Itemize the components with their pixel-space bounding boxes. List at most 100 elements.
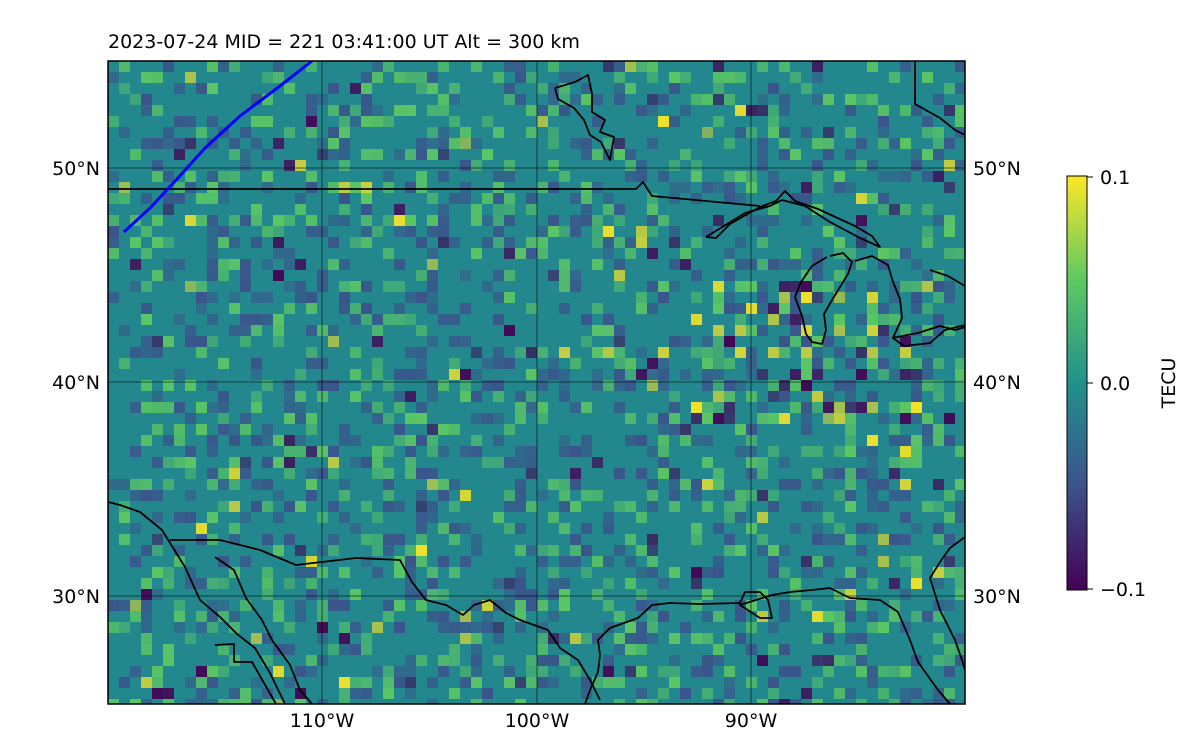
tec-pixel — [361, 534, 372, 545]
tec-pixel — [383, 468, 394, 479]
tec-pixel — [185, 578, 196, 589]
tec-pixel — [262, 655, 273, 666]
tec-pixel — [757, 545, 768, 556]
tec-pixel — [691, 567, 702, 578]
tec-pixel — [933, 633, 944, 644]
tec-pixel — [515, 589, 526, 600]
tec-pixel — [537, 644, 548, 655]
tec-pixel — [394, 369, 405, 380]
tec-pixel — [779, 149, 790, 160]
tec-pixel — [328, 215, 339, 226]
tec-pixel — [130, 259, 141, 270]
tec-pixel — [152, 589, 163, 600]
tec-pixel — [779, 94, 790, 105]
tec-pixel — [955, 105, 965, 116]
tec-pixel — [625, 237, 636, 248]
tec-pixel — [504, 171, 515, 182]
tec-pixel — [163, 479, 174, 490]
tec-pixel — [350, 589, 361, 600]
tec-pixel — [900, 413, 911, 424]
tec-pixel — [933, 688, 944, 699]
tec-pixel — [581, 314, 592, 325]
tec-pixel — [911, 281, 922, 292]
tec-pixel — [350, 391, 361, 402]
tec-pixel — [526, 127, 537, 138]
tec-pixel — [559, 281, 570, 292]
tec-pixel — [163, 457, 174, 468]
tec-pixel — [295, 204, 306, 215]
tec-pixel — [669, 666, 680, 677]
tec-pixel — [669, 402, 680, 413]
tec-pixel — [746, 182, 757, 193]
tec-pixel — [548, 215, 559, 226]
lake-huron-south — [891, 325, 965, 339]
tec-pixel — [691, 171, 702, 182]
tec-pixel — [185, 457, 196, 468]
tec-pixel — [614, 468, 625, 479]
tec-pixel — [207, 237, 218, 248]
tec-pixel — [504, 237, 515, 248]
tec-pixel — [218, 237, 229, 248]
tec-pixel — [878, 325, 889, 336]
tec-pixel — [141, 347, 152, 358]
tec-pixel — [548, 369, 559, 380]
tec-pixel — [603, 237, 614, 248]
tec-pixel — [724, 501, 735, 512]
tec-pixel — [559, 369, 570, 380]
tec-pixel — [812, 61, 823, 72]
tec-pixel — [383, 116, 394, 127]
tec-pixel — [493, 578, 504, 589]
tec-pixel — [658, 380, 669, 391]
tec-pixel — [702, 567, 713, 578]
tec-pixel — [746, 600, 757, 611]
tec-pixel — [185, 512, 196, 523]
tec-pixel — [614, 347, 625, 358]
tec-pixel — [768, 413, 779, 424]
tec-pixel — [416, 490, 427, 501]
tec-pixel — [174, 149, 185, 160]
tec-pixel — [273, 336, 284, 347]
tec-pixel — [735, 259, 746, 270]
tec-pixel — [306, 589, 317, 600]
tec-pixel — [482, 215, 493, 226]
tec-pixel — [691, 666, 702, 677]
tec-pixel — [471, 391, 482, 402]
tec-pixel — [152, 688, 163, 699]
tec-pixel — [515, 600, 526, 611]
tec-pixel — [460, 666, 471, 677]
tec-pixel — [471, 204, 482, 215]
tec-pixel — [834, 347, 845, 358]
tec-pixel — [823, 468, 834, 479]
tec-pixel — [867, 292, 878, 303]
tec-pixel — [944, 160, 955, 171]
tec-pixel — [383, 413, 394, 424]
tec-pixel — [317, 94, 328, 105]
tec-pixel — [284, 578, 295, 589]
tec-pixel — [636, 61, 647, 72]
tec-pixel — [856, 666, 867, 677]
tec-pixel — [295, 666, 306, 677]
tec-pixel — [559, 435, 570, 446]
tec-pixel — [526, 204, 537, 215]
tec-pixel — [691, 292, 702, 303]
tec-pixel — [570, 226, 581, 237]
tec-pixel — [757, 490, 768, 501]
tec-pixel — [174, 116, 185, 127]
tec-pixel — [669, 567, 680, 578]
tec-pixel — [768, 171, 779, 182]
tec-pixel — [493, 457, 504, 468]
tec-pixel — [625, 171, 636, 182]
tec-pixel — [240, 468, 251, 479]
tec-pixel — [658, 578, 669, 589]
tec-pixel — [680, 688, 691, 699]
tec-pixel — [438, 105, 449, 116]
tec-pixel — [889, 402, 900, 413]
tec-pixel — [922, 204, 933, 215]
tec-pixel — [592, 226, 603, 237]
tec-pixel — [636, 435, 647, 446]
tec-pixel — [955, 358, 965, 369]
tec-pixel — [933, 435, 944, 446]
tec-pixel — [405, 72, 416, 83]
tec-pixel — [405, 369, 416, 380]
tec-pixel — [273, 72, 284, 83]
